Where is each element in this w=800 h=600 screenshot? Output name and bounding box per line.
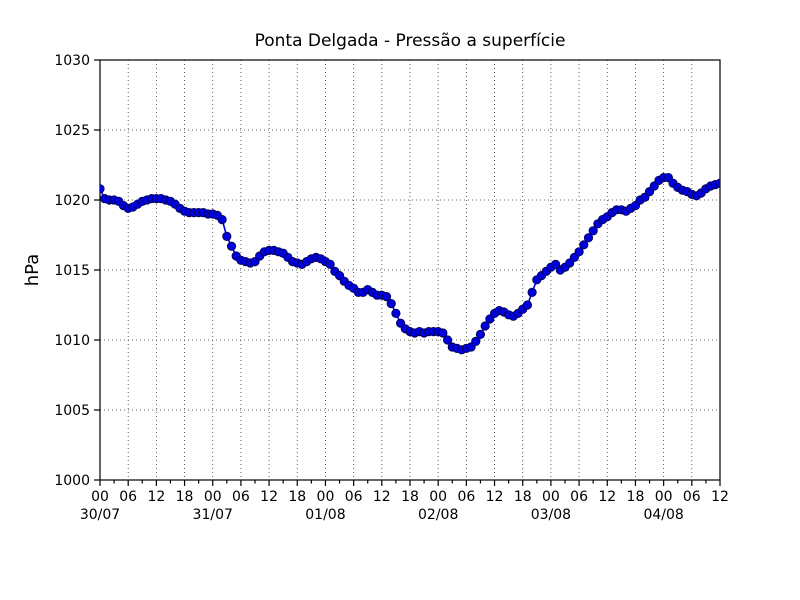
y-tick-label: 1000 <box>54 473 90 489</box>
grid <box>100 60 720 480</box>
chart-title: Ponta Delgada - Pressão a superfície <box>254 31 566 51</box>
data-point <box>715 178 720 188</box>
data-point <box>588 226 598 236</box>
y-tick-label: 1015 <box>54 263 90 279</box>
x-tick-label: 12 <box>598 489 616 505</box>
data-point <box>226 241 237 251</box>
data-point <box>579 240 589 250</box>
x-tick-label: 06 <box>345 489 363 505</box>
x-tick-label: 18 <box>176 489 194 505</box>
x-tick-label: 00 <box>542 489 560 505</box>
data-point <box>522 300 533 310</box>
data-point <box>222 231 232 241</box>
x-tick-label: 06 <box>570 489 588 505</box>
data-point <box>527 287 537 297</box>
data-point <box>471 336 481 346</box>
x-tick-label: 18 <box>401 489 419 505</box>
y-tick-label: 1005 <box>54 403 90 419</box>
data-point <box>100 184 105 194</box>
x-tick-label: 12 <box>711 489 729 505</box>
date-label: 04/08 <box>643 507 683 523</box>
data-point <box>325 259 335 269</box>
date-label: 30/07 <box>80 507 120 523</box>
data-point <box>381 291 392 302</box>
data-point <box>217 215 227 225</box>
axis-tick-labels: 1000 1005 1010 1015 1020 1025 1030 00 06 12 18 00 06… <box>54 53 729 523</box>
x-tick-label: 06 <box>457 489 475 505</box>
y-tick-label: 1025 <box>54 123 90 139</box>
data-point <box>438 328 448 338</box>
date-label: 02/08 <box>418 507 458 523</box>
x-tick-label: 12 <box>486 489 504 505</box>
y-tick-label: 1020 <box>54 193 90 209</box>
axis-ticks <box>94 59 721 486</box>
x-tick-label: 18 <box>514 489 532 505</box>
x-tick-label: 00 <box>204 489 222 505</box>
date-label: 03/08 <box>531 507 571 523</box>
date-label: 01/08 <box>305 507 345 523</box>
data-point <box>574 247 584 257</box>
data-point <box>583 233 594 243</box>
y-axis-label: hPa <box>22 253 43 287</box>
x-tick-label: 00 <box>429 489 447 505</box>
x-tick-label: 00 <box>317 489 335 505</box>
x-tick-label: 06 <box>683 489 701 505</box>
x-tick-label: 06 <box>232 489 250 505</box>
data-point <box>475 329 486 339</box>
x-tick-label: 18 <box>288 489 306 505</box>
data-point <box>386 298 396 309</box>
x-tick-label: 12 <box>260 489 278 505</box>
series-group <box>100 173 720 355</box>
x-tick-label: 00 <box>91 489 109 505</box>
x-tick-label: 12 <box>147 489 165 505</box>
data-point <box>442 335 453 345</box>
y-tick-label: 1030 <box>54 53 90 69</box>
data-point <box>391 308 401 318</box>
x-tick-label: 18 <box>627 489 645 505</box>
data-point <box>480 321 490 331</box>
series-line <box>100 176 720 351</box>
date-label: 31/07 <box>193 507 233 523</box>
x-tick-label: 12 <box>373 489 391 505</box>
x-tick-label: 00 <box>655 489 673 505</box>
x-tick-label: 06 <box>119 489 137 505</box>
y-tick-label: 1010 <box>54 333 90 349</box>
